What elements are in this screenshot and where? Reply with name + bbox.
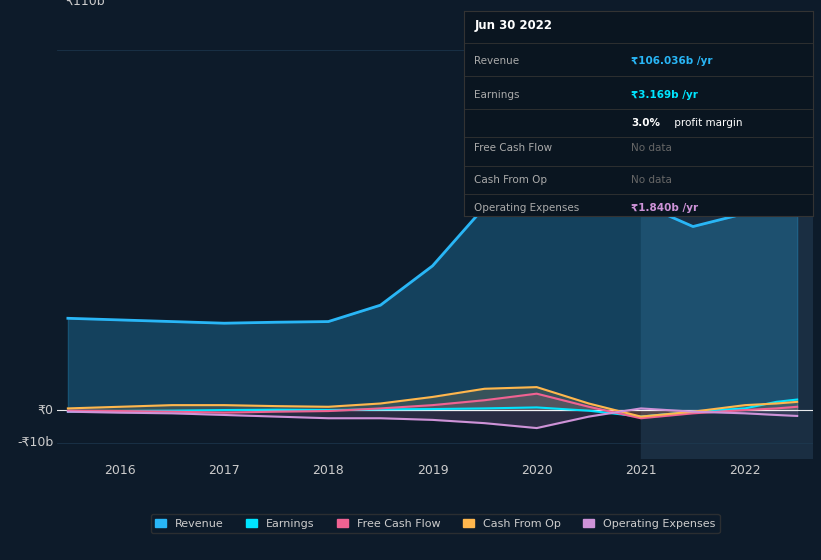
Text: Revenue: Revenue xyxy=(475,56,520,66)
Legend: Revenue, Earnings, Free Cash Flow, Cash From Op, Operating Expenses: Revenue, Earnings, Free Cash Flow, Cash … xyxy=(151,514,719,533)
Text: Operating Expenses: Operating Expenses xyxy=(475,203,580,213)
Text: No data: No data xyxy=(631,175,672,185)
Text: ₹110b: ₹110b xyxy=(65,0,104,8)
Text: profit margin: profit margin xyxy=(672,118,743,128)
Text: Free Cash Flow: Free Cash Flow xyxy=(475,143,553,153)
Text: No data: No data xyxy=(631,143,672,153)
Text: ₹3.169b /yr: ₹3.169b /yr xyxy=(631,90,698,100)
Text: ₹0: ₹0 xyxy=(38,404,53,417)
Text: Jun 30 2022: Jun 30 2022 xyxy=(475,20,553,32)
Bar xyxy=(641,17,813,459)
Text: ₹106.036b /yr: ₹106.036b /yr xyxy=(631,56,713,66)
Text: -₹10b: -₹10b xyxy=(17,436,53,449)
Text: Cash From Op: Cash From Op xyxy=(475,175,548,185)
Text: Earnings: Earnings xyxy=(475,90,520,100)
Text: 3.0%: 3.0% xyxy=(631,118,660,128)
Text: ₹1.840b /yr: ₹1.840b /yr xyxy=(631,203,699,213)
